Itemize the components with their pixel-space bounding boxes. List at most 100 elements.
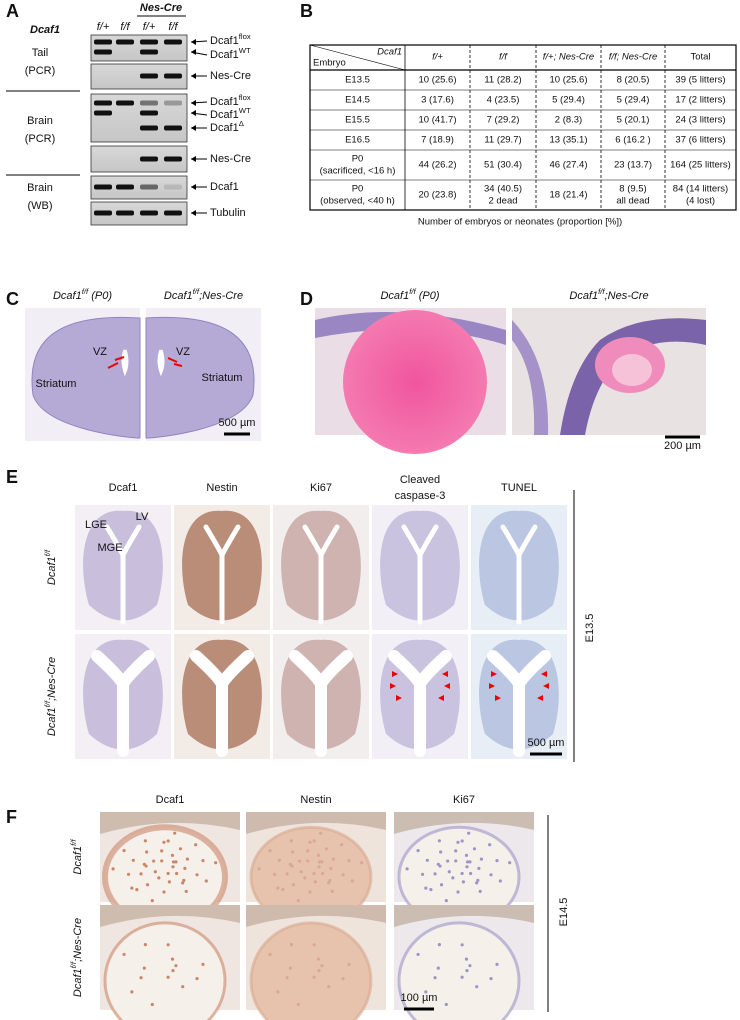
cell-nucleus [464,957,469,961]
gel-band [164,125,182,131]
red-arrowhead [491,671,497,677]
gel-band [140,73,158,79]
cell-nucleus [317,969,321,973]
table-cell: (sacrificed, <16 h) [320,166,396,177]
gel-band [140,210,158,216]
lens-core [612,354,652,386]
table-cell: 39 (5 litters) [675,75,725,86]
cell-nucleus [201,962,205,967]
gel-band [164,156,182,162]
band-label: Dcaf1flox [210,93,251,108]
ventricle [190,650,254,757]
table-cell: 164 (25 litters) [670,160,731,171]
band-label: Dcaf1Δ [210,119,244,134]
gel-band [164,100,182,106]
cell-nucleus [183,866,187,870]
row-label-tail: ;Nes-Cre [72,918,84,962]
brain-section [31,316,141,439]
panel-title-base: Dcaf1 [53,290,82,302]
cell-nucleus [478,889,482,893]
cell-nucleus [465,860,470,864]
annotation: Striatum [202,372,243,384]
cell-nucleus [308,840,312,844]
red-arrowhead [444,683,450,689]
column-header: Nestin [300,794,331,806]
stage-label: E14.5 [558,898,570,927]
cell-nucleus [465,865,469,869]
band-label: Dcaf1WT [210,106,251,121]
tissue-layer [100,905,240,927]
cell-nucleus [330,889,334,893]
cell-nucleus [324,847,329,851]
table-caption: Number of embryos or neonates (proportio… [418,217,622,228]
red-arrowhead [442,671,448,677]
table-cell: P0 [352,154,364,165]
gel-band [140,100,158,106]
cell-nucleus [285,872,289,876]
red-arrow [114,356,125,361]
cell-nucleus [214,861,218,865]
table-cell: 4 (23.5) [487,95,520,106]
table-cell: 13 (35.1) [549,135,587,146]
scale-bar-label: 200 µm [664,440,701,452]
table-cell: 5 (29.4) [617,95,650,106]
band-arrowhead [191,110,196,116]
cell-nucleus [312,943,316,947]
cell-nucleus [437,839,441,843]
cell-nucleus [468,964,472,968]
cell-nucleus [139,976,143,980]
cell-nucleus [290,864,294,868]
cell-nucleus [201,859,205,863]
tissue-label: Brain [27,182,53,194]
band-label-base: Dcaf1 [210,96,239,108]
gel-band [116,39,134,45]
cell-nucleus [195,976,199,981]
cell-nucleus [126,872,131,876]
cell-nucleus [468,860,472,864]
ventricle [500,524,538,625]
tissue-layer [100,812,240,834]
panel-label: E [6,467,18,487]
cell-nucleus [257,867,261,871]
cell-nucleus [469,871,473,876]
panel-title: Dcaf1f/f (P0) [53,287,112,302]
red-arrow [107,362,119,369]
annotation: VZ [176,346,190,358]
row-label: Dcaf1f/f [43,549,58,585]
cell-nucleus [329,866,333,870]
cell-nucleus [317,860,322,864]
ventricle [91,650,155,757]
cell-nucleus [122,952,126,957]
cell-nucleus [341,976,345,981]
cell-nucleus [285,976,289,980]
column-header: TUNEL [501,482,537,494]
cell-nucleus [495,859,499,863]
cell-nucleus [268,952,272,957]
table-cell: 51 (30.4) [484,160,522,171]
cell-nucleus [317,865,321,869]
table-cell: E15.5 [345,115,370,126]
band-arrowhead [191,100,196,106]
scale-bar-label: 100 µm [401,992,438,1004]
gene-label: Dcaf1 [30,24,60,36]
gel-band [94,100,112,106]
cell-nucleus [173,831,177,835]
cell-nucleus [447,870,451,874]
table-cell: 3 (17.6) [421,95,454,106]
table-cell: 44 (26.2) [418,160,456,171]
tissue-label: (PCR) [25,133,56,145]
ventricle [401,524,439,625]
table-cell: 46 (27.4) [549,160,587,171]
cell-nucleus [479,857,484,861]
cell-nucleus [288,966,292,970]
cell-nucleus [291,883,296,887]
scale-bar-label: 500 µm [219,417,256,429]
row-label-sup: f/f [43,549,52,556]
table-cell: 10 (25.6) [549,75,587,86]
cell-nucleus [416,849,420,853]
cell-nucleus [444,899,448,903]
panel-label: B [300,1,313,21]
gel-band [140,125,158,131]
cell-nucleus [299,870,303,874]
cell-nucleus [157,876,161,880]
